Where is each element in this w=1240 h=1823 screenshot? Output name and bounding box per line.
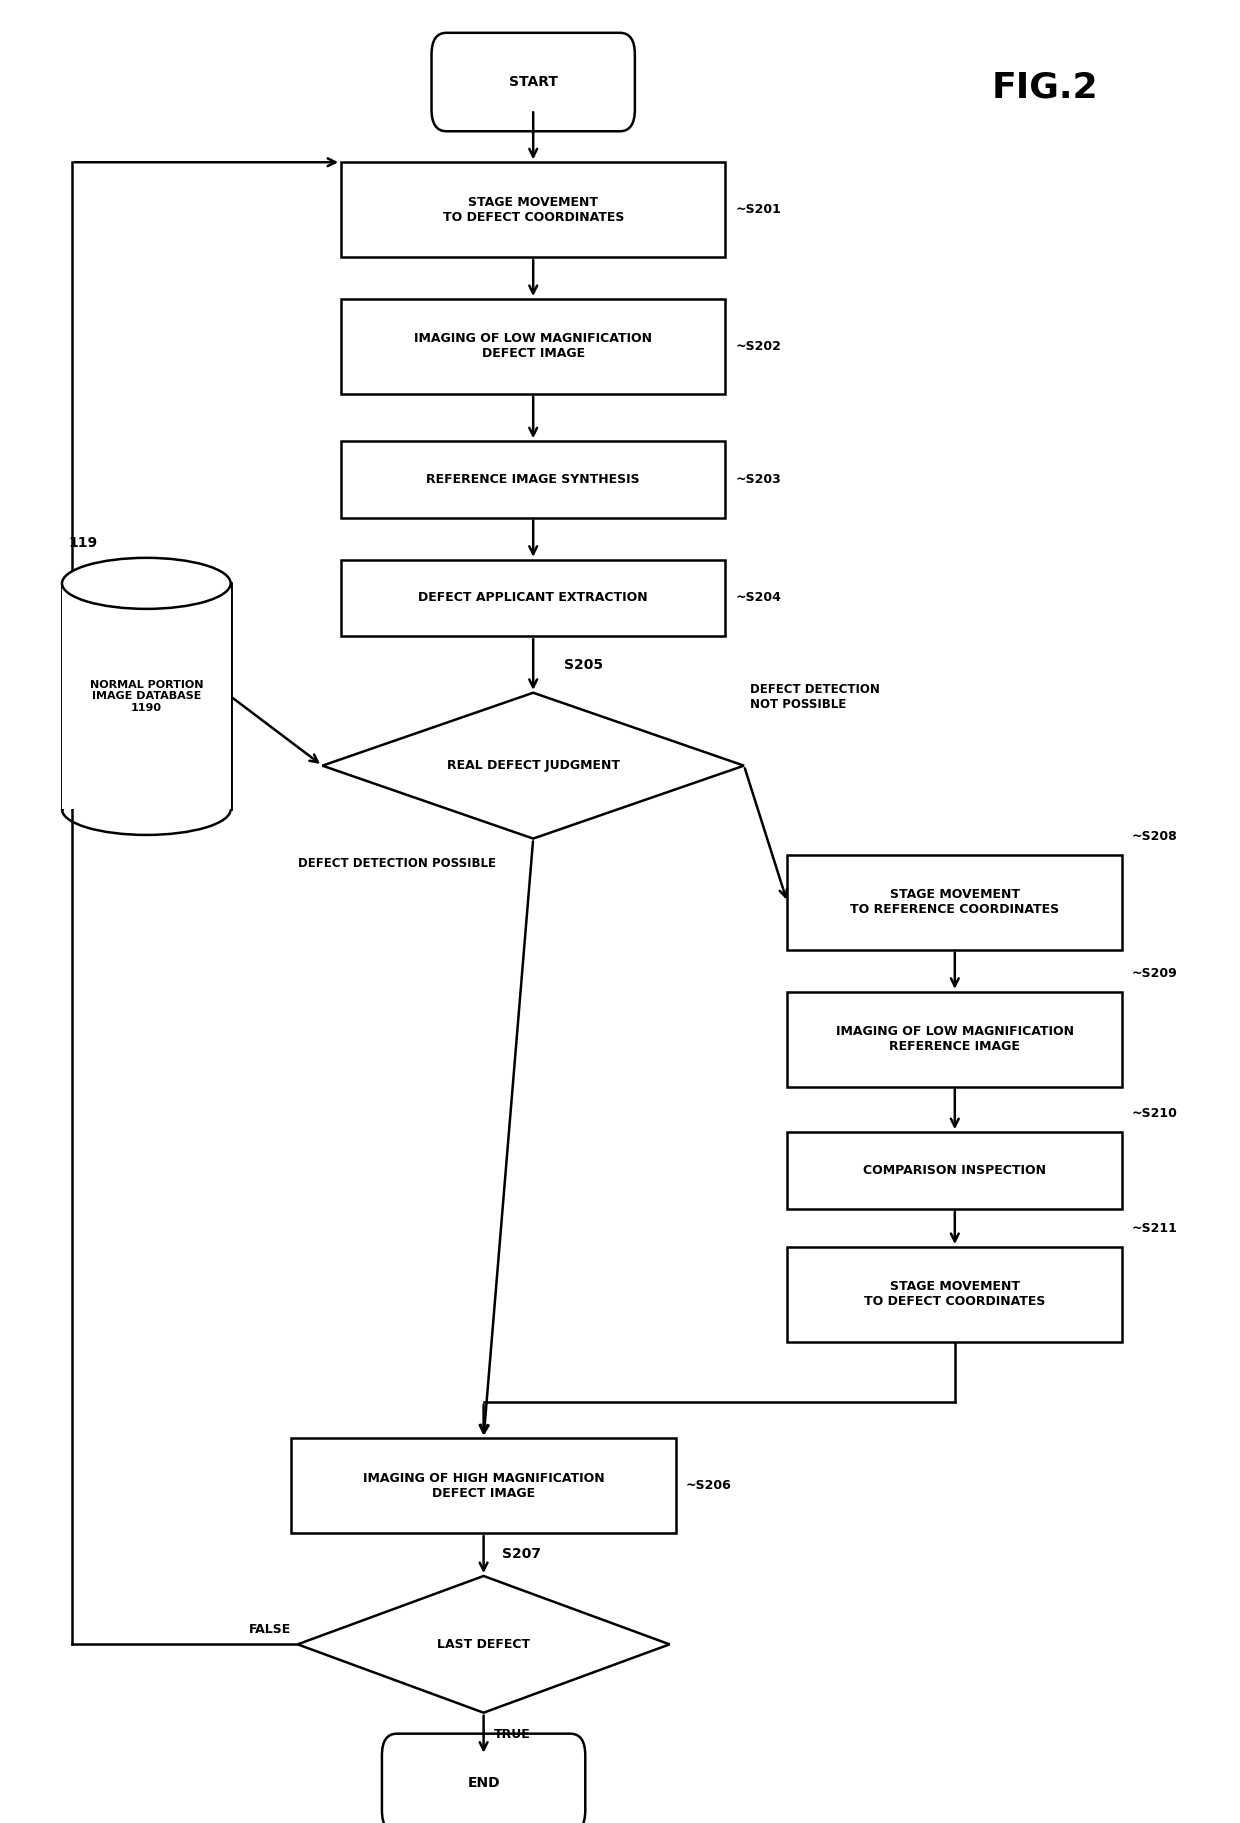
Polygon shape [322, 693, 744, 839]
Text: ~S206: ~S206 [686, 1478, 732, 1493]
Ellipse shape [62, 558, 231, 609]
FancyBboxPatch shape [432, 33, 635, 131]
Text: ~S203: ~S203 [735, 472, 781, 487]
Text: COMPARISON INSPECTION: COMPARISON INSPECTION [863, 1163, 1047, 1178]
Text: REAL DEFECT JUDGMENT: REAL DEFECT JUDGMENT [446, 758, 620, 773]
Text: FIG.2: FIG.2 [992, 71, 1099, 104]
Polygon shape [298, 1575, 670, 1714]
Text: TRUE: TRUE [494, 1728, 531, 1741]
FancyBboxPatch shape [382, 1734, 585, 1823]
Text: IMAGING OF LOW MAGNIFICATION
REFERENCE IMAGE: IMAGING OF LOW MAGNIFICATION REFERENCE I… [836, 1025, 1074, 1054]
Text: FALSE: FALSE [249, 1622, 291, 1637]
Text: END: END [467, 1776, 500, 1790]
Text: LAST DEFECT: LAST DEFECT [436, 1637, 531, 1652]
Text: ~S210: ~S210 [1132, 1107, 1178, 1121]
FancyBboxPatch shape [787, 855, 1122, 950]
FancyBboxPatch shape [341, 560, 725, 636]
FancyBboxPatch shape [341, 162, 725, 257]
Text: REFERENCE IMAGE SYNTHESIS: REFERENCE IMAGE SYNTHESIS [427, 472, 640, 487]
Text: DEFECT DETECTION POSSIBLE: DEFECT DETECTION POSSIBLE [298, 857, 496, 870]
Text: ~S201: ~S201 [735, 202, 781, 217]
FancyBboxPatch shape [291, 1438, 676, 1533]
FancyBboxPatch shape [787, 1132, 1122, 1209]
Text: S205: S205 [564, 658, 604, 673]
Text: ~S209: ~S209 [1132, 966, 1178, 981]
FancyBboxPatch shape [341, 299, 725, 394]
Text: DEFECT DETECTION
NOT POSSIBLE: DEFECT DETECTION NOT POSSIBLE [750, 684, 880, 711]
Text: ~S204: ~S204 [735, 591, 781, 605]
Text: ~S208: ~S208 [1132, 829, 1178, 844]
Text: S207: S207 [502, 1548, 541, 1560]
FancyBboxPatch shape [787, 1247, 1122, 1342]
Text: ~S202: ~S202 [735, 339, 781, 354]
Text: STAGE MOVEMENT
TO DEFECT COORDINATES: STAGE MOVEMENT TO DEFECT COORDINATES [864, 1280, 1045, 1309]
FancyBboxPatch shape [62, 583, 231, 809]
FancyBboxPatch shape [787, 992, 1122, 1087]
FancyBboxPatch shape [341, 441, 725, 518]
Text: STAGE MOVEMENT
TO DEFECT COORDINATES: STAGE MOVEMENT TO DEFECT COORDINATES [443, 195, 624, 224]
Text: IMAGING OF HIGH MAGNIFICATION
DEFECT IMAGE: IMAGING OF HIGH MAGNIFICATION DEFECT IMA… [363, 1471, 604, 1500]
Text: START: START [508, 75, 558, 89]
Text: ~S211: ~S211 [1132, 1221, 1178, 1236]
Text: DEFECT APPLICANT EXTRACTION: DEFECT APPLICANT EXTRACTION [418, 591, 649, 605]
Text: NORMAL PORTION
IMAGE DATABASE
1190: NORMAL PORTION IMAGE DATABASE 1190 [89, 680, 203, 713]
Text: STAGE MOVEMENT
TO REFERENCE COORDINATES: STAGE MOVEMENT TO REFERENCE COORDINATES [851, 888, 1059, 917]
Text: 119: 119 [68, 536, 97, 551]
Text: IMAGING OF LOW MAGNIFICATION
DEFECT IMAGE: IMAGING OF LOW MAGNIFICATION DEFECT IMAG… [414, 332, 652, 361]
